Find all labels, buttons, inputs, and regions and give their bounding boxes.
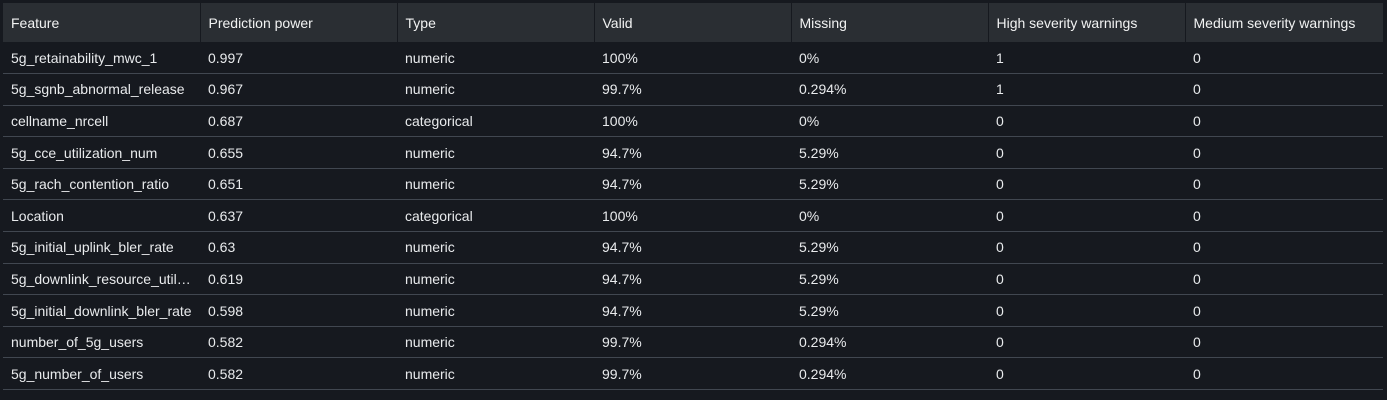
cell-medium-severity: 0 <box>1193 207 1201 224</box>
cell-missing: 0% <box>799 207 820 224</box>
table-row: Location 0.637 categorical 100% 0% 0 0 <box>3 200 1383 232</box>
cell-type: numeric <box>405 334 455 351</box>
column-header-feature[interactable]: Feature <box>11 14 60 31</box>
cell-prediction-power: 0.63 <box>208 239 236 256</box>
cell-missing: 0.294% <box>799 334 847 351</box>
cell-high-severity: 0 <box>996 144 1004 161</box>
table-row: 5g_downlink_resource_utilization 0.619 n… <box>3 263 1383 295</box>
cell-high-severity: 0 <box>996 365 1004 382</box>
cell-feature: 5g_initial_downlink_bler_rate <box>11 302 192 319</box>
cell-high-severity: 0 <box>996 270 1004 287</box>
cell-high-severity: 0 <box>996 112 1004 129</box>
cell-feature: 5g_downlink_resource_utilization <box>11 270 200 287</box>
cell-prediction-power: 0.598 <box>208 302 244 319</box>
column-header-missing[interactable]: Missing <box>790 3 988 42</box>
cell-high-severity: 0 <box>996 176 1004 193</box>
cell-missing: 5.29% <box>799 239 839 256</box>
cell-missing: 5.29% <box>799 144 839 161</box>
cell-prediction-power: 0.687 <box>208 112 244 129</box>
cell-prediction-power: 0.637 <box>208 207 244 224</box>
cell-valid: 100% <box>602 112 638 129</box>
column-header-valid[interactable]: Valid <box>593 3 791 42</box>
table-row: cellname_nrcell 0.687 categorical 100% 0… <box>3 105 1383 137</box>
cell-prediction-power: 0.655 <box>208 144 244 161</box>
cell-prediction-power: 0.619 <box>208 270 244 287</box>
cell-type: numeric <box>405 239 455 256</box>
table-row: 5g_initial_downlink_bler_rate 0.598 nume… <box>3 295 1383 327</box>
table-row: 5g_rach_contention_ratio 0.651 numeric 9… <box>3 168 1383 200</box>
cell-type: numeric <box>405 270 455 287</box>
table-row: 5g_number_of_users 0.582 numeric 99.7% 0… <box>3 358 1383 390</box>
column-header-prediction-power[interactable]: Prediction power <box>199 3 397 42</box>
cell-type: numeric <box>405 365 455 382</box>
table-row: 5g_initial_uplink_bler_rate 0.63 numeric… <box>3 232 1383 264</box>
cell-feature: cellname_nrcell <box>11 112 109 129</box>
cell-missing: 0% <box>799 49 820 66</box>
cell-medium-severity: 0 <box>1193 49 1201 66</box>
cell-high-severity: 0 <box>996 334 1004 351</box>
cell-valid: 94.7% <box>602 270 642 287</box>
cell-valid: 100% <box>602 49 638 66</box>
cell-prediction-power: 0.582 <box>208 365 244 382</box>
cell-feature: 5g_rach_contention_ratio <box>11 176 170 193</box>
cell-prediction-power: 0.582 <box>208 334 244 351</box>
cell-valid: 94.7% <box>602 176 642 193</box>
cell-type: numeric <box>405 176 455 193</box>
cell-feature: 5g_sgnb_abnormal_release <box>11 81 185 98</box>
cell-feature: Location <box>11 207 64 224</box>
cell-medium-severity: 0 <box>1193 176 1201 193</box>
cell-feature: 5g_number_of_users <box>11 365 144 382</box>
cell-medium-severity: 0 <box>1193 334 1201 351</box>
cell-medium-severity: 0 <box>1193 270 1201 287</box>
cell-valid: 94.7% <box>602 144 642 161</box>
cell-medium-severity: 0 <box>1193 365 1201 382</box>
cell-high-severity: 1 <box>996 81 1004 98</box>
table-row: 5g_cce_utilization_num 0.655 numeric 94.… <box>3 137 1383 169</box>
cell-missing: 5.29% <box>799 176 839 193</box>
cell-type: numeric <box>405 302 455 319</box>
table-row: number_of_5g_users 0.582 numeric 99.7% 0… <box>3 326 1383 358</box>
cell-high-severity: 0 <box>996 302 1004 319</box>
cell-feature: 5g_cce_utilization_num <box>11 144 158 161</box>
cell-missing: 0.294% <box>799 365 847 382</box>
cell-medium-severity: 0 <box>1193 239 1201 256</box>
cell-valid: 99.7% <box>602 365 642 382</box>
cell-valid: 99.7% <box>602 334 642 351</box>
cell-type: categorical <box>405 112 473 129</box>
cell-type: numeric <box>405 144 455 161</box>
table-row: 5g_retainability_mwc_1 0.997 numeric 100… <box>3 42 1383 74</box>
cell-valid: 94.7% <box>602 302 642 319</box>
column-header-medium-severity-warnings[interactable]: Medium severity warnings <box>1184 3 1383 42</box>
cell-missing: 0.294% <box>799 81 847 98</box>
cell-type: numeric <box>405 81 455 98</box>
cell-valid: 100% <box>602 207 638 224</box>
table-header-row: Feature Prediction power Type Valid Miss… <box>3 3 1383 42</box>
cell-medium-severity: 0 <box>1193 81 1201 98</box>
column-header-type[interactable]: Type <box>396 3 594 42</box>
cell-medium-severity: 0 <box>1193 302 1201 319</box>
column-header-high-severity-warnings[interactable]: High severity warnings <box>987 3 1185 42</box>
cell-feature: 5g_initial_uplink_bler_rate <box>11 239 174 256</box>
cell-prediction-power: 0.651 <box>208 176 244 193</box>
cell-missing: 0% <box>799 112 820 129</box>
cell-feature: number_of_5g_users <box>11 334 144 351</box>
cell-prediction-power: 0.967 <box>208 81 244 98</box>
cell-valid: 99.7% <box>602 81 642 98</box>
cell-medium-severity: 0 <box>1193 144 1201 161</box>
feature-summary-table: Feature Prediction power Type Valid Miss… <box>3 3 1383 390</box>
cell-high-severity: 0 <box>996 239 1004 256</box>
cell-prediction-power: 0.997 <box>208 49 244 66</box>
cell-valid: 94.7% <box>602 239 642 256</box>
cell-medium-severity: 0 <box>1193 112 1201 129</box>
cell-missing: 5.29% <box>799 302 839 319</box>
cell-high-severity: 0 <box>996 207 1004 224</box>
cell-feature: 5g_retainability_mwc_1 <box>11 49 158 66</box>
cell-type: categorical <box>405 207 473 224</box>
table-row: 5g_sgnb_abnormal_release 0.967 numeric 9… <box>3 74 1383 106</box>
cell-type: numeric <box>405 49 455 66</box>
cell-missing: 5.29% <box>799 270 839 287</box>
feature-summary-table-container: Feature Prediction power Type Valid Miss… <box>3 3 1383 390</box>
cell-high-severity: 1 <box>996 49 1004 66</box>
